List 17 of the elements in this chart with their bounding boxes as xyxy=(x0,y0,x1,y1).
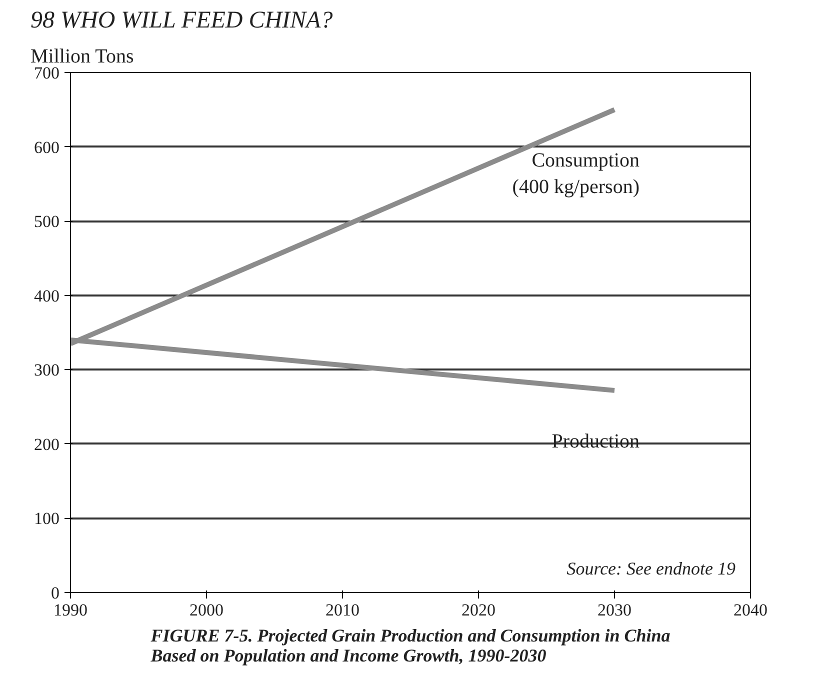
text: 98 WHO WILL FEED CHINA? xyxy=(30,8,333,34)
y-tick-label: 0 xyxy=(51,584,60,602)
x-tick-label: 2000 xyxy=(190,600,224,620)
x-tick-label: 1990 xyxy=(54,600,88,620)
y-tick-label: 200 xyxy=(34,434,60,454)
y-tick-label: 300 xyxy=(34,360,60,380)
x-tick-label: 2030 xyxy=(598,600,632,620)
annotation: Source: See endnote 19 xyxy=(566,558,736,578)
y-tick-label: 500 xyxy=(34,212,60,232)
y-tick-label: 600 xyxy=(34,138,60,157)
series-label: Consumption (400 kg/person) xyxy=(512,150,640,198)
y-tick-label: 400 xyxy=(34,286,60,306)
x-tick-label: 2020 xyxy=(462,600,496,620)
text: FIGURE 7-5. Projected Grain Production and Consumption in China Based on Population and Income Growth, 1990-2030 xyxy=(150,626,670,666)
x-tick-label: 2040 xyxy=(734,600,768,620)
x-tick-label: 2010 xyxy=(326,600,360,620)
y-tick-label: 100 xyxy=(34,509,60,528)
